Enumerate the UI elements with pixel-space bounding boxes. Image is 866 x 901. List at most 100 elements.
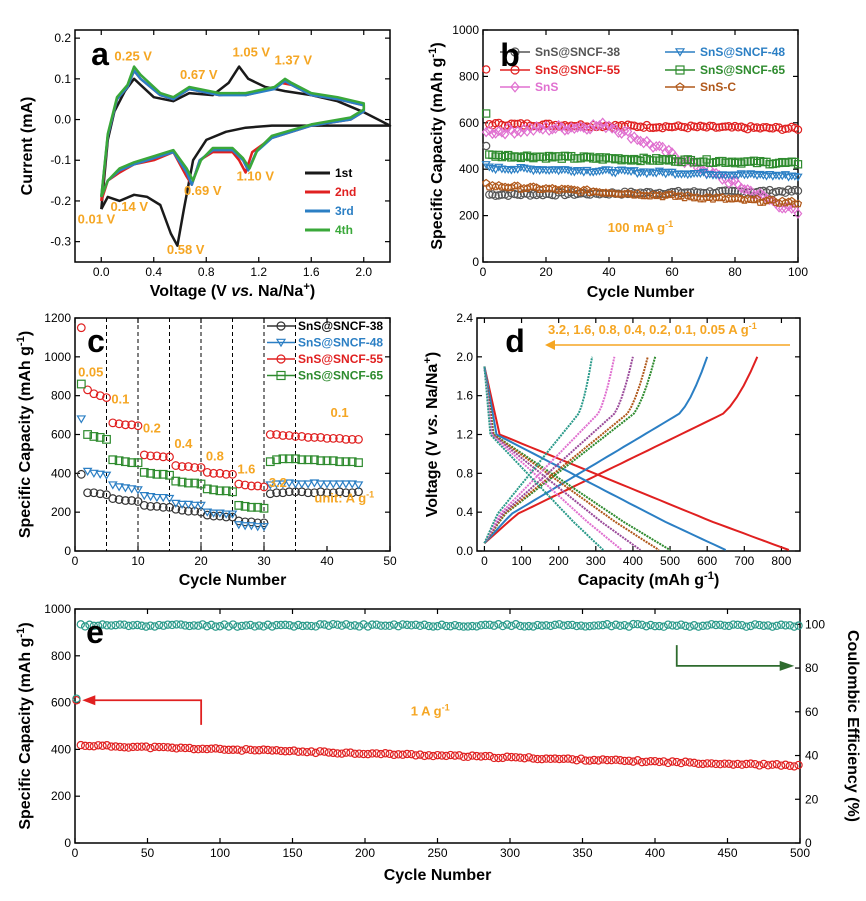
capacity-point <box>772 760 782 769</box>
data-point-SnS@SNCF-65 <box>190 478 200 488</box>
data-point-SnS@SNCF-38 <box>114 495 124 504</box>
data-point-SnS@SNCF-55 <box>89 389 99 399</box>
x-tick-label: 40 <box>320 554 334 568</box>
coulombic-point <box>598 620 608 630</box>
capacity-point <box>794 760 803 770</box>
data-point-SnS@SNCF-65 <box>481 109 491 118</box>
panel-label: c <box>87 323 105 359</box>
data-point-SnS@SNCF-48 <box>133 486 143 495</box>
capacity-point <box>437 751 447 760</box>
data-point-SnS-C <box>601 188 611 197</box>
discharge-curve-0.05 <box>483 366 790 551</box>
data-point-SnS@SNCF-55 <box>171 461 181 470</box>
coulombic-point <box>703 621 712 630</box>
coulombic-point <box>89 621 99 631</box>
data-point-SnS@SNCF-48 <box>341 480 351 489</box>
data-point-SnS-C <box>759 197 768 206</box>
capacity-point <box>703 759 712 768</box>
data-point-SnS@SNCF-38 <box>310 488 319 498</box>
legend-label: SnS-C <box>700 80 736 94</box>
panel-d: 0 100 200 300 400 500 600 700 800 0.0 0.4 0.8 1.2 1.6… <box>422 311 801 589</box>
coulombic-point <box>494 619 503 629</box>
coulombic-point <box>163 620 172 629</box>
data-point-SnS-C <box>765 195 774 204</box>
data-point-SnS@SNCF-65 <box>202 484 212 494</box>
capacity-point <box>311 748 320 758</box>
coulombic-point <box>402 620 412 630</box>
capacity-point <box>268 746 277 755</box>
capacity-point <box>424 751 433 760</box>
data-point-SnS-C <box>733 193 743 202</box>
x-tick-label: 500 <box>790 846 810 860</box>
data-point-SnS@SNCF-65 <box>316 456 326 466</box>
rate-label: 0.1 <box>111 391 129 406</box>
y-tick-label: 1000 <box>44 602 71 616</box>
capacity-point <box>359 749 368 759</box>
legend-label: SnS@SNCF-65 <box>700 63 785 77</box>
cv-curve-4th <box>100 65 366 198</box>
capacity-point <box>507 752 516 762</box>
y-tick-label: 0.1 <box>54 72 71 86</box>
capacity-point <box>781 760 790 769</box>
coulombic-point <box>672 621 681 630</box>
capacity-point <box>442 751 451 761</box>
data-point-SnS-C <box>636 190 645 199</box>
data-point-SnS@SNCF-65 <box>328 456 338 466</box>
capacity-axis-arrow-head <box>82 695 96 706</box>
coulombic-point <box>759 621 768 630</box>
data-point-SnS@SNCF-65 <box>139 467 149 477</box>
data-point-SnS <box>595 120 604 131</box>
discharge-curve-0.2 <box>483 366 671 551</box>
data-point-SnS@SNCF-65 <box>184 478 193 488</box>
data-point-SnS@SNCF-48 <box>246 522 257 531</box>
data-point-SnS@SNCF-38 <box>793 186 803 196</box>
data-point-SnS@SNCF-48 <box>494 163 504 172</box>
capacity-point <box>137 742 146 751</box>
unit-annotation: unit: A g-1 <box>314 489 374 505</box>
capacity-point <box>594 756 603 765</box>
data-point-SnS <box>547 124 557 135</box>
capacity-point <box>511 753 521 762</box>
data-point-SnS@SNCF-48 <box>303 480 313 489</box>
data-point-SnS <box>632 134 642 146</box>
data-point-SnS@SNCF-55 <box>510 119 519 128</box>
capacity-point <box>407 749 416 759</box>
data-point-SnS@SNCF-38 <box>221 512 231 522</box>
data-point-SnS@SNCF-38 <box>494 191 503 200</box>
coulombic-point <box>389 620 399 629</box>
data-point-SnS <box>607 123 617 134</box>
data-point-SnS <box>573 122 582 133</box>
capacity-point <box>194 745 203 754</box>
discharge-curve-1.6 <box>483 366 623 551</box>
data-point-SnS@SNCF-65 <box>146 468 156 478</box>
data-point-SnS@SNCF-38 <box>102 490 111 500</box>
legend-label: 2nd <box>335 185 356 199</box>
coulombic-point <box>198 620 207 629</box>
data-point-SnS@SNCF-65 <box>297 455 307 465</box>
peak-label: 1.37 V <box>275 53 313 68</box>
data-point-SnS@SNCF-65 <box>354 458 363 468</box>
data-point-SnS@SNCF-38 <box>246 517 256 527</box>
coulombic-point <box>120 620 129 629</box>
coulombic-point <box>546 621 555 631</box>
data-point-SnS@SNCF-48 <box>240 522 250 531</box>
capacity-point <box>154 742 164 752</box>
capacity-point <box>655 757 664 767</box>
capacity-point <box>115 742 125 752</box>
legend-label: SnS <box>535 80 558 94</box>
data-point-SnS@SNCF-48 <box>538 166 548 175</box>
data-point-SnS@SNCF-55 <box>108 418 118 428</box>
capacity-point <box>524 753 534 762</box>
data-point-SnS@SNCF-38 <box>89 488 99 498</box>
charge-curve-0.4 <box>483 356 649 544</box>
data-point-SnS@SNCF-38 <box>139 500 149 510</box>
capacity-point <box>107 742 116 751</box>
data-point-SnS <box>777 203 787 214</box>
data-point-SnS@SNCF-55 <box>652 123 661 132</box>
coulombic-point <box>455 622 464 631</box>
data-point-SnS@SNCF-48 <box>563 166 573 175</box>
data-point-SnS@SNCF-48 <box>126 485 137 494</box>
data-point-SnS@SNCF-65 <box>322 456 332 466</box>
capacity-point <box>172 744 181 753</box>
